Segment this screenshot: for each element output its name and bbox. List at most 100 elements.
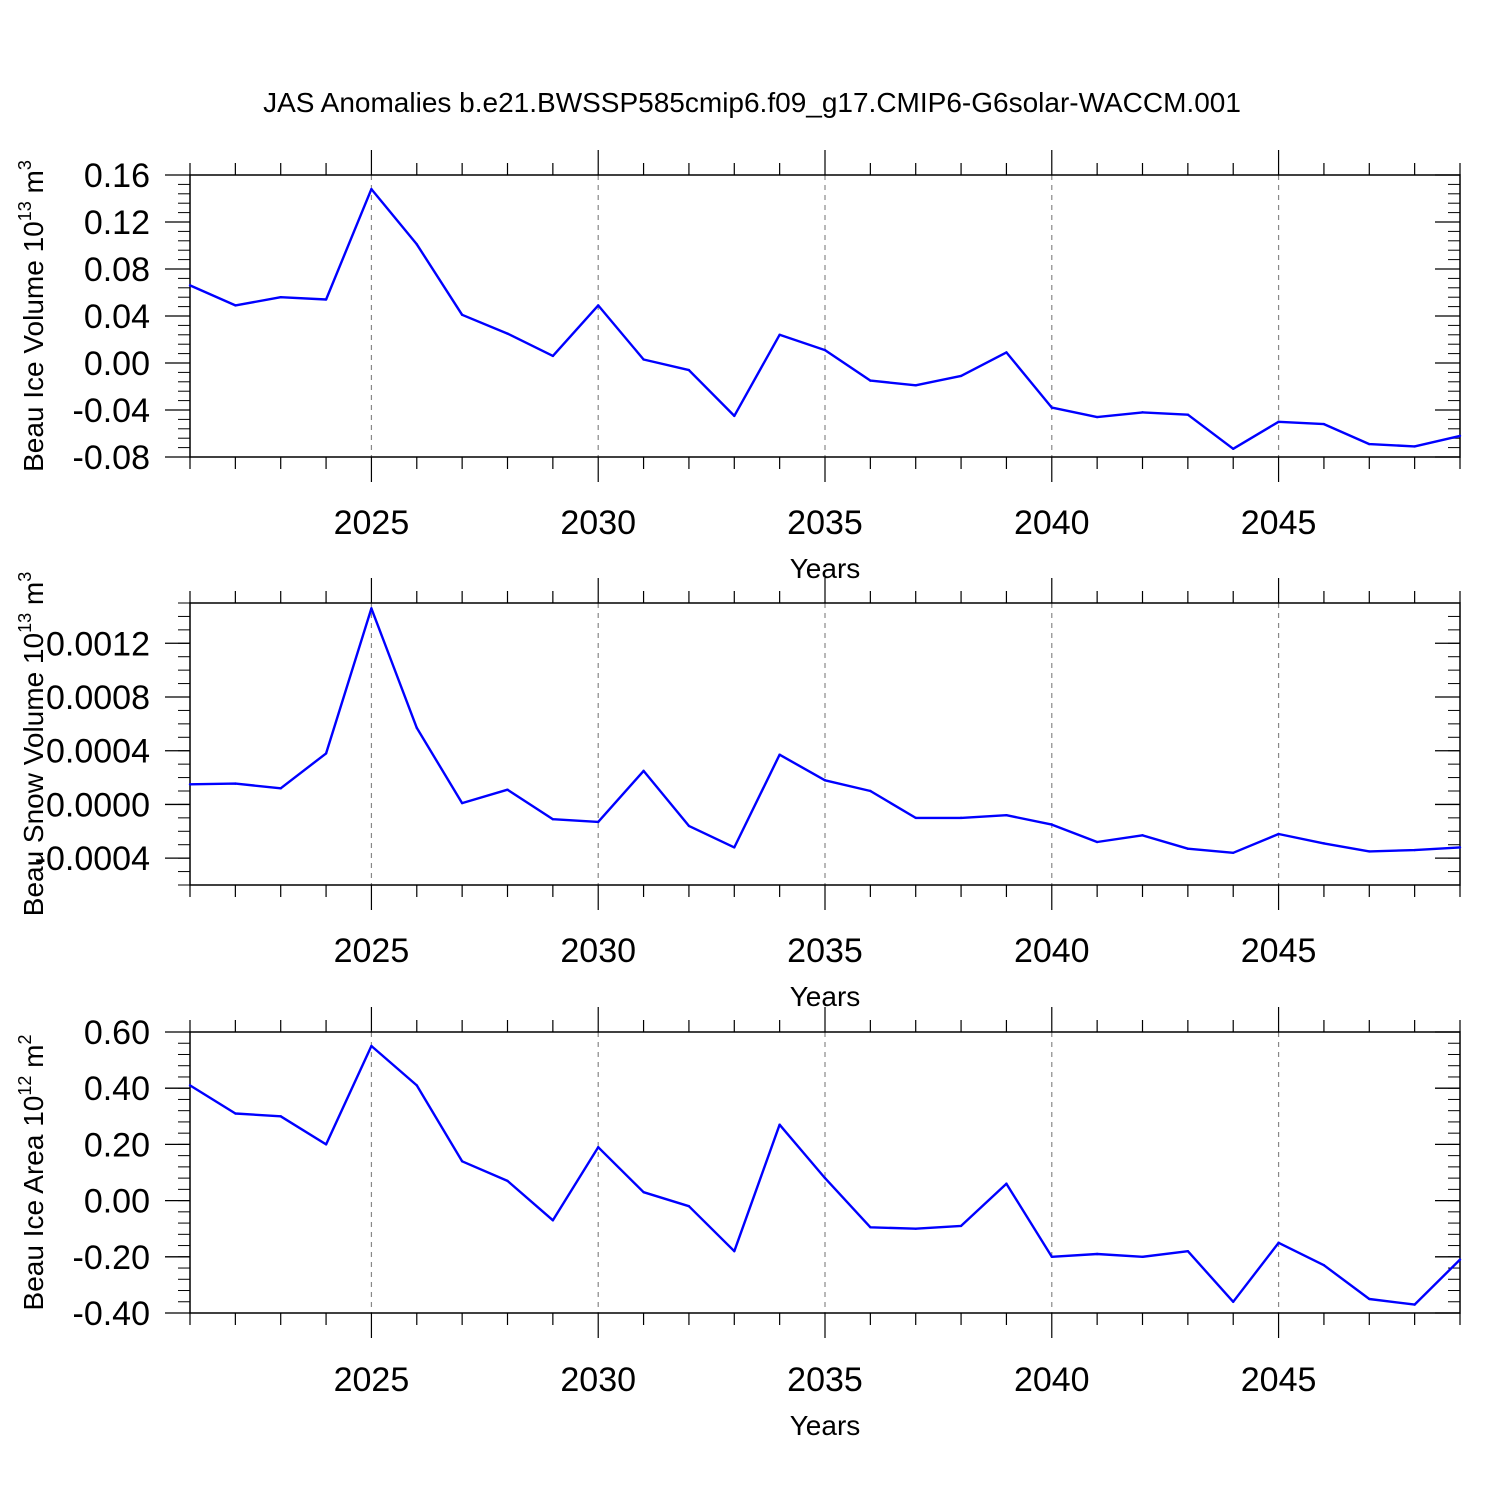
y-tick-label: 0.12	[84, 204, 150, 242]
y-tick-label: 0.16	[84, 157, 150, 195]
data-point	[188, 1084, 192, 1087]
data-point	[869, 1226, 872, 1229]
data-point	[1232, 851, 1235, 854]
data-point	[1186, 847, 1190, 850]
data-point	[370, 607, 373, 610]
data-point	[914, 816, 917, 820]
data-point	[1050, 406, 1053, 409]
data-point	[1095, 1252, 1099, 1256]
y-tick-label: 0.00	[84, 345, 150, 383]
data-point	[1005, 1182, 1008, 1185]
data-point	[324, 752, 328, 755]
data-point	[869, 379, 872, 382]
data-point	[959, 1224, 963, 1228]
data-point	[460, 1160, 464, 1163]
data-point	[551, 354, 555, 358]
x-tick-label: 2025	[334, 932, 410, 970]
x-tick-label: 2030	[560, 932, 636, 970]
data-point	[506, 332, 509, 335]
data-point	[370, 187, 373, 191]
x-tick-label: 2045	[1241, 1361, 1317, 1399]
data-point	[415, 726, 418, 730]
data-point	[597, 820, 600, 824]
data-point	[597, 304, 600, 307]
data-point	[1458, 1258, 1462, 1261]
x-tick-label: 2035	[787, 1361, 863, 1399]
data-point	[1413, 848, 1416, 852]
data-point	[415, 243, 418, 246]
data-point	[279, 1115, 282, 1118]
data-point	[279, 296, 282, 299]
data-point	[778, 1123, 781, 1126]
data-point	[642, 358, 645, 361]
y-tick-label: -0.20	[73, 1239, 151, 1277]
data-point	[370, 1044, 373, 1048]
x-tick-label: 2030	[560, 1361, 636, 1399]
data-point	[1095, 415, 1099, 419]
x-tick-label: 2045	[1241, 932, 1317, 970]
y-tick-label: 0.60	[84, 1014, 150, 1052]
data-point	[460, 801, 464, 805]
data-point	[1322, 1264, 1326, 1267]
y-tick-label: 0.04	[84, 298, 150, 336]
data-point	[869, 789, 872, 793]
y-tick-label: -0.0004	[35, 840, 150, 878]
x-tick-label: 2040	[1014, 1361, 1090, 1399]
x-tick-label: 2035	[787, 932, 863, 970]
data-point	[914, 384, 917, 387]
data-point	[959, 816, 963, 820]
data-point	[687, 368, 691, 372]
data-point	[778, 753, 781, 756]
data-point	[415, 1084, 418, 1087]
data-point	[778, 333, 781, 336]
y-tick-label: 0.0000	[46, 786, 150, 824]
y-tick-label: -0.40	[73, 1295, 151, 1333]
y-tick-label: 0.00	[84, 1183, 150, 1221]
x-tick-label: 2025	[334, 1361, 410, 1399]
data-point	[1322, 422, 1326, 426]
data-point	[506, 788, 509, 791]
data-point	[188, 783, 192, 786]
data-point	[1277, 832, 1280, 836]
data-point	[1458, 434, 1462, 438]
data-point	[460, 313, 464, 317]
x-tick-label: 2040	[1014, 504, 1090, 542]
x-tick-label: 2030	[560, 504, 636, 542]
data-point	[642, 769, 645, 773]
data-point	[914, 1227, 917, 1230]
data-point	[324, 298, 328, 301]
y-tick-label: 0.0004	[46, 733, 150, 771]
data-point	[234, 1112, 237, 1115]
data-point	[1413, 445, 1416, 448]
figure-title: JAS Anomalies b.e21.BWSSP585cmip6.f09_g1…	[263, 87, 1241, 118]
data-point	[234, 304, 237, 307]
data-point	[597, 1146, 600, 1149]
data-point	[1141, 1255, 1144, 1259]
data-point	[1050, 1255, 1053, 1259]
data-point	[1050, 823, 1053, 826]
x-tick-label: 2045	[1241, 504, 1317, 542]
data-point	[733, 1249, 736, 1253]
x-tick-label: 2025	[334, 504, 410, 542]
data-point	[1141, 834, 1144, 837]
data-point	[1141, 411, 1144, 414]
data-point	[959, 374, 963, 378]
x-axis-label: Years	[790, 981, 861, 1012]
data-point	[1232, 1300, 1235, 1303]
y-axis-label: Beau Snow Volume 1013 m3	[15, 572, 49, 916]
data-point	[733, 846, 736, 849]
data-point	[506, 1179, 509, 1183]
y-tick-label: 0.0012	[46, 625, 150, 663]
data-point	[1277, 1241, 1280, 1244]
panel-3: 0.60 0.40 0.20 0.00 -0.20 -0.40 2025 2030 2035 20…	[15, 1007, 1462, 1441]
data-point	[1277, 420, 1280, 423]
data-point	[1368, 850, 1371, 853]
y-tick-label: 0.20	[84, 1126, 150, 1164]
data-point	[234, 782, 237, 785]
data-point	[1186, 413, 1190, 416]
data-point	[687, 824, 691, 828]
data-point	[823, 1176, 827, 1180]
data-point	[823, 779, 827, 782]
y-axis-label: Beau Ice Volume 1013 m3	[15, 160, 49, 472]
